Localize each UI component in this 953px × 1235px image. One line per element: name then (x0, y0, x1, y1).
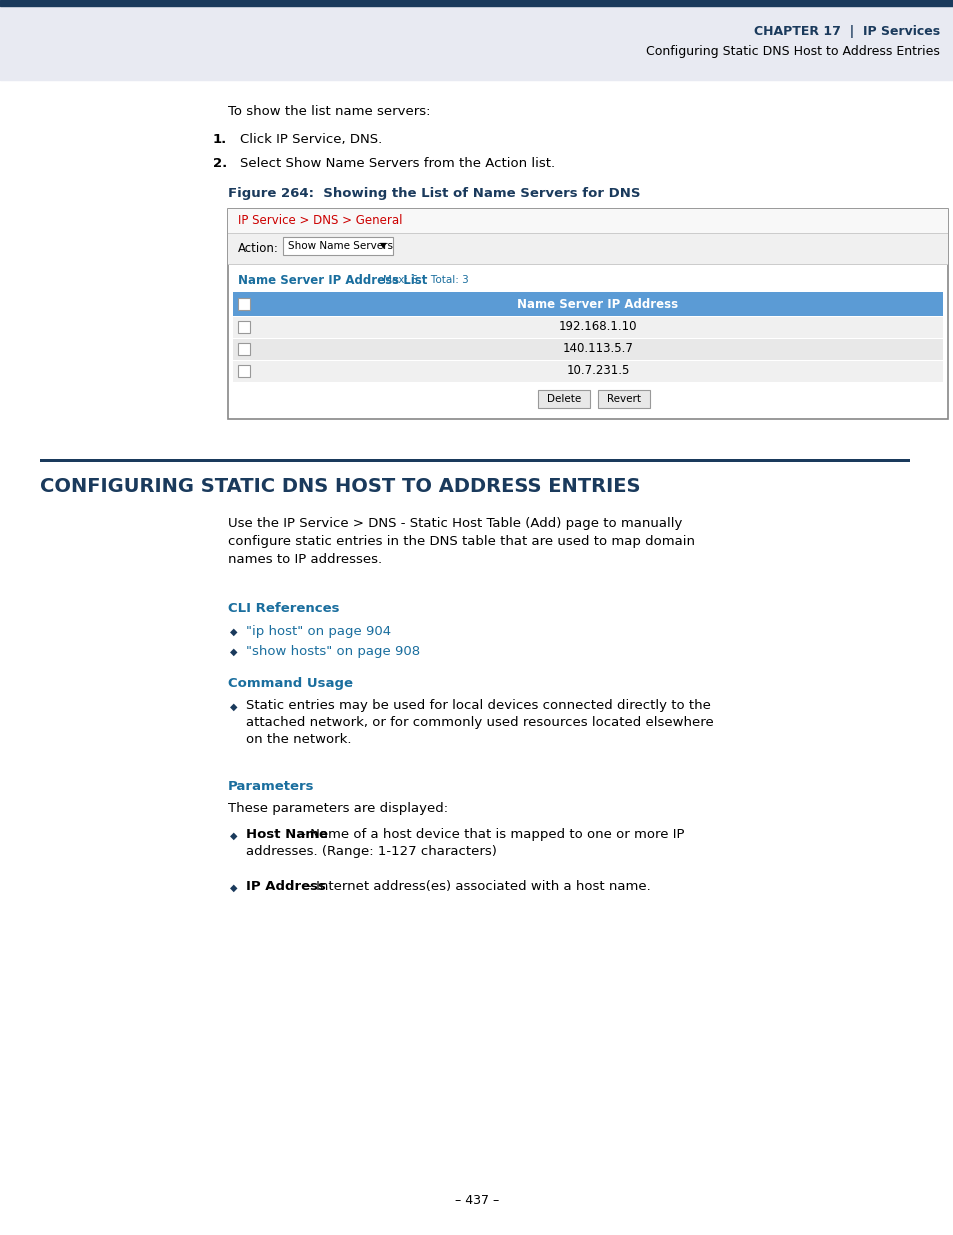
Bar (233, 359, 942, 382)
Text: ◆: ◆ (230, 627, 237, 637)
Text: attached network, or for commonly used resources located elsewhere: attached network, or for commonly used r… (246, 716, 713, 729)
Bar (233, 338, 942, 359)
Bar (228, 209, 947, 419)
Text: CLI References: CLI References (228, 601, 339, 615)
Text: Host Name: Host Name (246, 827, 328, 841)
Text: To show the list name servers:: To show the list name servers: (228, 105, 430, 119)
Text: Select Show Name Servers from the Action list.: Select Show Name Servers from the Action… (240, 157, 555, 170)
Text: CHAPTER 17  |  IP Services: CHAPTER 17 | IP Services (753, 26, 939, 38)
Bar (237, 321, 250, 333)
Bar (237, 343, 250, 354)
Text: Name Server IP Address List: Name Server IP Address List (237, 273, 427, 287)
Text: Use the IP Service > DNS - Static Host Table (Add) page to manually: Use the IP Service > DNS - Static Host T… (228, 517, 681, 530)
Bar (0, 6, 953, 80)
Text: ◆: ◆ (230, 701, 237, 713)
Bar (537, 390, 589, 408)
Text: IP Address: IP Address (246, 881, 326, 893)
Bar (237, 298, 250, 310)
Text: Configuring Static DNS Host to Address Entries: Configuring Static DNS Host to Address E… (645, 46, 939, 58)
Text: Action:: Action: (237, 242, 278, 256)
Text: 140.113.5.7: 140.113.5.7 (562, 342, 633, 356)
Text: "ip host" on page 904: "ip host" on page 904 (246, 625, 391, 638)
Text: Figure 264:  Showing the List of Name Servers for DNS: Figure 264: Showing the List of Name Ser… (228, 186, 639, 200)
Text: CONFIGURING STATIC DNS HOST TO ADDRESS ENTRIES: CONFIGURING STATIC DNS HOST TO ADDRESS E… (40, 477, 639, 496)
Text: IP Service > DNS > General: IP Service > DNS > General (237, 215, 402, 227)
Text: 192.168.1.10: 192.168.1.10 (558, 321, 637, 333)
Text: ◆: ◆ (230, 883, 237, 893)
Bar (233, 291, 942, 316)
Text: ◆: ◆ (230, 647, 237, 657)
Text: 10.7.231.5: 10.7.231.5 (566, 364, 629, 378)
Text: configure static entries in the DNS table that are used to map domain: configure static entries in the DNS tabl… (228, 535, 695, 548)
Text: Name Server IP Address: Name Server IP Address (517, 298, 678, 310)
Text: Max: 6    Total: 3: Max: 6 Total: 3 (382, 275, 468, 285)
Text: 1.: 1. (213, 133, 227, 146)
Text: These parameters are displayed:: These parameters are displayed: (228, 802, 448, 815)
Text: – 437 –: – 437 – (455, 1193, 498, 1207)
Text: "show hosts" on page 908: "show hosts" on page 908 (246, 646, 419, 658)
Bar (40, 459, 909, 462)
Text: Parameters: Parameters (228, 781, 314, 793)
Text: Revert: Revert (606, 394, 640, 404)
Bar (0, 0, 953, 6)
Text: Delete: Delete (546, 394, 580, 404)
Bar (283, 237, 393, 254)
Text: – Internet address(es) associated with a host name.: – Internet address(es) associated with a… (301, 881, 650, 893)
Text: Show Name Servers: Show Name Servers (288, 241, 393, 251)
Text: Command Usage: Command Usage (228, 677, 353, 690)
Bar (237, 366, 250, 377)
Bar (598, 390, 649, 408)
Text: Click IP Service, DNS.: Click IP Service, DNS. (240, 133, 382, 146)
Text: addresses. (Range: 1-127 characters): addresses. (Range: 1-127 characters) (246, 845, 497, 858)
Bar (228, 233, 947, 264)
Text: – Name of a host device that is mapped to one or more IP: – Name of a host device that is mapped t… (295, 827, 684, 841)
Text: on the network.: on the network. (246, 734, 351, 746)
Text: Static entries may be used for local devices connected directly to the: Static entries may be used for local dev… (246, 699, 710, 713)
Text: ◆: ◆ (230, 831, 237, 841)
Text: names to IP addresses.: names to IP addresses. (228, 553, 382, 566)
Text: ▼: ▼ (379, 242, 386, 251)
Bar (228, 209, 947, 233)
Bar (233, 316, 942, 338)
Text: 2.: 2. (213, 157, 227, 170)
